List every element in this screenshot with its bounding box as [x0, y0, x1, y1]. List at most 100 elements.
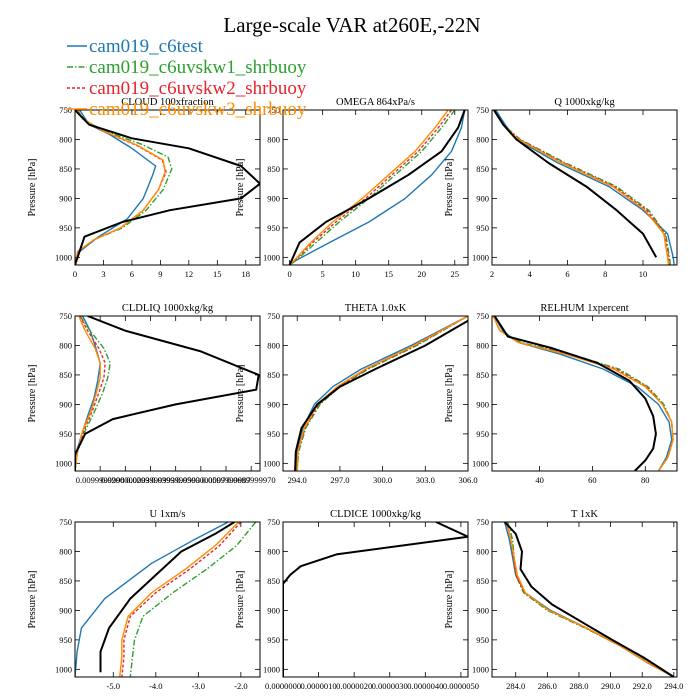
- y-tick-label: 1000: [472, 252, 489, 262]
- series-line-cam019-c6uvskw2-shrbuoy: [121, 522, 242, 677]
- y-tick-label: 800: [476, 546, 489, 556]
- panel-9: T 1xK Pressure [hPa] 750 800 850 900 950 1000 28…: [444, 509, 683, 691]
- y-tick-label: 850: [476, 370, 489, 380]
- series-line-cam019-c6test: [295, 316, 468, 471]
- y-tick-label: 800: [59, 134, 72, 144]
- y-tick-label: 950: [476, 429, 489, 439]
- y-tick-label: 950: [267, 223, 280, 233]
- x-tick-label: 0.0000000: [265, 681, 301, 691]
- x-tick-label: 0: [73, 269, 77, 279]
- x-tick-label: 6: [130, 269, 134, 279]
- y-tick-label: 850: [476, 576, 489, 586]
- series-line-cam019-c6uvskw2-shrbuoy: [296, 316, 468, 471]
- legend-entry-label: cam019_c6uvskw3_shrbuoy: [89, 99, 307, 120]
- y-tick-label: 900: [267, 399, 280, 409]
- series-line-cam019-c6test: [75, 522, 229, 677]
- y-tick-label: 1000: [472, 664, 489, 674]
- x-tick-label: -2.0: [234, 681, 247, 691]
- panels-group: CLOUD 100xfraction Pressure [hPa] 750 800 85…: [27, 97, 683, 691]
- x-tick-label: 290.0: [601, 681, 620, 691]
- y-tick-label: 850: [59, 370, 72, 380]
- y-tick-label: 850: [267, 370, 280, 380]
- y-tick-label: 800: [267, 340, 280, 350]
- x-tick-label: 0.0200000003: [101, 475, 150, 485]
- y-tick-label: 750: [59, 105, 72, 115]
- y-tick-label: 900: [59, 605, 72, 615]
- y-axis-label: Pressure [hPa]: [444, 570, 455, 628]
- panel-6: RELHUM 1xpercent Pressure [hPa] 750 800 850 9…: [444, 303, 678, 485]
- x-tick-label: 0.0399999993: [151, 475, 200, 485]
- panel-7: U 1xm/s Pressure [hPa] 750 800 850 900 950 1000…: [27, 509, 261, 691]
- series-group: [75, 110, 260, 265]
- y-tick-label: 950: [59, 635, 72, 645]
- panel-title: CLDLIQ 1000xkg/kg: [122, 303, 214, 314]
- y-tick-label: 950: [267, 635, 280, 645]
- panel-2: OMEGA 864xPa/s Pressure [hPa] 750 800 850 900…: [235, 97, 469, 279]
- y-axis-label: Pressure [hPa]: [235, 364, 246, 422]
- series-line-cam019-c6uvskw2-shrbuoy: [289, 110, 453, 265]
- series-line-cam019-c6uvskw1-shrbuoy: [129, 522, 257, 677]
- series-line-cam019-c6uvskw3-shrbuoy: [493, 110, 670, 265]
- y-axis-label: Pressure [hPa]: [27, 570, 38, 628]
- y-tick-label: 900: [267, 193, 280, 203]
- x-tick-label: 0.0599999987: [202, 475, 251, 485]
- panel-title: RELHUM 1xpercent: [540, 303, 628, 314]
- x-tick-label: 297.0: [330, 475, 349, 485]
- series-line-cam019-c6uvskw1-shrbuoy: [75, 110, 173, 265]
- x-tick-label: 0: [287, 269, 291, 279]
- y-tick-label: 900: [267, 605, 280, 615]
- series-line-cam019-c6uvskw1-shrbuoy: [493, 110, 672, 265]
- plot-frame: [282, 521, 469, 678]
- plot-frame: [74, 521, 261, 678]
- panel-title: CLOUD 100xfraction: [121, 97, 214, 108]
- legend-entry-label: cam019_c6uvskw2_shrbuoy: [89, 78, 307, 99]
- series-group: [75, 316, 260, 471]
- series-line-obs: [294, 319, 468, 471]
- series-line-obs: [99, 522, 236, 673]
- y-axis-label: Pressure [hPa]: [27, 364, 38, 422]
- series-line-obs: [493, 316, 657, 471]
- x-tick-label: 9: [158, 269, 162, 279]
- x-tick-label: 20: [418, 269, 427, 279]
- x-tick-label: -5.0: [107, 681, 120, 691]
- series-line-cam019-c6test: [289, 110, 466, 265]
- y-tick-label: 850: [476, 164, 489, 174]
- y-tick-label: 900: [59, 399, 72, 409]
- y-tick-label: 1000: [55, 664, 72, 674]
- y-tick-label: 750: [59, 517, 72, 527]
- series-line-cam019-c6uvskw3-shrbuoy: [75, 110, 166, 265]
- x-tick-label: 15: [384, 269, 393, 279]
- series-line-cam019-c6uvskw1-shrbuoy: [296, 316, 468, 471]
- y-tick-label: 850: [267, 164, 280, 174]
- panel-8: CLDICE 1000xkg/kg Pressure [hPa] 750 800 850…: [235, 509, 479, 691]
- y-tick-label: 800: [59, 340, 72, 350]
- series-line-cam019-c6uvskw2-shrbuoy: [493, 110, 671, 265]
- x-tick-label: 40: [535, 475, 544, 485]
- x-tick-label: 292.0: [633, 681, 652, 691]
- x-tick-label: 12: [185, 269, 194, 279]
- y-tick-label: 850: [267, 576, 280, 586]
- y-tick-label: 750: [267, 311, 280, 321]
- x-tick-label: 303.0: [416, 475, 435, 485]
- plot-frame: [282, 315, 469, 472]
- y-tick-label: 950: [59, 429, 72, 439]
- y-axis-label: Pressure [hPa]: [235, 570, 246, 628]
- series-group: [288, 110, 466, 265]
- x-tick-label: 0.0500000007: [176, 475, 225, 485]
- y-tick-label: 900: [476, 193, 489, 203]
- y-tick-label: 750: [267, 105, 280, 115]
- panel-5: THETA 1.0xK Pressure [hPa] 750 800 850 900 950…: [235, 303, 478, 485]
- x-tick-label: 5: [321, 269, 325, 279]
- plot-frame: [491, 521, 678, 678]
- legend: cam019_c6testcam019_c6uvskw1_shrbuoycam0…: [67, 36, 307, 120]
- x-tick-label: 6: [565, 269, 569, 279]
- legend-entry-label: cam019_c6uvskw1_shrbuoy: [89, 57, 307, 78]
- series-group: [493, 110, 675, 265]
- panel-title: THETA 1.0xK: [345, 303, 407, 314]
- x-tick-label: 0.0699999970: [227, 475, 276, 485]
- x-tick-label: 0.0099999998: [76, 475, 125, 485]
- series-line-cam019-c6test: [503, 522, 675, 677]
- y-tick-label: 1000: [263, 252, 280, 262]
- series-line-cam019-c6uvskw2-shrbuoy: [505, 522, 675, 677]
- panel-title: U 1xm/s: [150, 509, 186, 520]
